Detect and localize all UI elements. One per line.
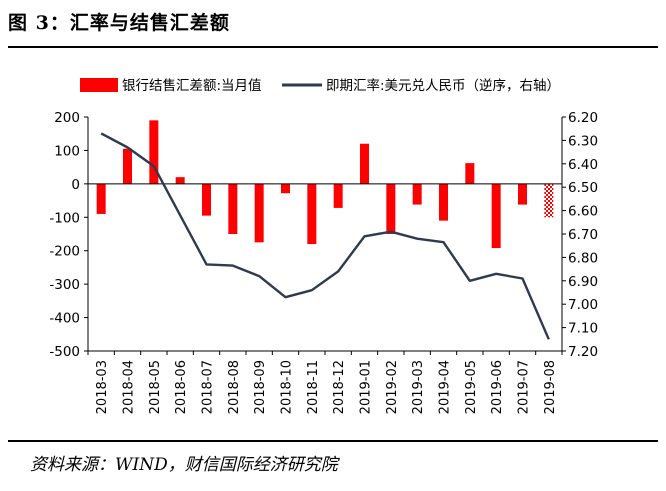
right-tick-label: 6.70 (568, 227, 598, 243)
bar-2019-08 (544, 183, 554, 218)
source-rule (8, 440, 658, 442)
bar-2018-11 (307, 183, 317, 245)
left-tick-label: -100 (49, 210, 80, 226)
left-tick-label: 100 (54, 143, 80, 159)
x-tick-label: 2018-11 (306, 360, 321, 414)
x-tick-label: 2018-09 (253, 360, 268, 414)
right-tick-label: 6.80 (568, 250, 598, 266)
x-tick-label: 2019-03 (411, 360, 426, 414)
legend-line-label: 即期汇率:美元兑人民币（逆序，右轴） (326, 77, 560, 94)
left-tick-label: -300 (49, 277, 80, 293)
bar-2019-05 (465, 163, 475, 184)
x-tick-label: 2019-07 (517, 360, 532, 414)
plot-area: 200 100 0 -100 -200 -300 -400 -500 6.20 6.30 6.40 6… (49, 110, 598, 414)
chart-legend: 银行结售汇差额:当月值 即期汇率:美元兑人民币（逆序，右轴） (80, 77, 560, 94)
x-tick-label: 2019-02 (385, 360, 400, 414)
x-tick-label: 2019-01 (359, 360, 374, 414)
right-tick-label: 7.00 (568, 297, 598, 313)
bar-2018-05 (149, 120, 159, 184)
left-tick-label: 0 (71, 177, 80, 193)
right-tick-label: 6.60 (568, 204, 598, 220)
bar-2018-06 (175, 177, 185, 184)
right-tick-label: 6.30 (568, 133, 598, 149)
left-tick-label: 200 (54, 110, 80, 126)
bar-2018-09 (254, 183, 264, 243)
bar-2018-12 (333, 183, 343, 208)
bar-2019-06 (491, 183, 501, 249)
x-tick-label: 2018-12 (332, 360, 347, 414)
bar-2018-04 (123, 148, 132, 184)
left-tick-label: -200 (49, 244, 80, 260)
right-tick-label: 7.20 (568, 344, 598, 360)
right-tick-label: 6.20 (568, 110, 598, 126)
x-tick-label: 2018-05 (148, 360, 163, 414)
bar-2019-02 (386, 183, 396, 234)
x-tick-label: 2019-04 (438, 360, 453, 414)
legend-bar-label: 银行结售汇差额:当月值 (122, 78, 262, 94)
bar-2019-01 (360, 143, 369, 184)
right-tick-label: 6.50 (568, 180, 598, 196)
left-tick-label: -400 (49, 311, 80, 327)
bar-2019-04 (439, 183, 448, 221)
right-tick-label: 6.90 (568, 274, 598, 290)
right-tick-label: 6.40 (568, 157, 598, 173)
bar-2018-03 (96, 183, 106, 214)
x-tick-label: 2019-05 (464, 360, 479, 414)
left-tick-label: -500 (49, 344, 80, 360)
legend-bar-swatch (80, 78, 118, 92)
x-tick-label: 2018-08 (227, 360, 242, 414)
series-line-exchange-rate (100, 132, 550, 340)
x-tick-label: 2018-03 (95, 360, 110, 414)
x-tick-label: 2018-04 (122, 360, 137, 414)
bar-2018-10 (281, 183, 290, 194)
bar-2018-08 (228, 183, 238, 234)
source-note: 资料来源：WIND，财信国际经济研究院 (30, 455, 338, 475)
x-tick-label: 2018-10 (280, 360, 295, 414)
x-tick-label: 2018-07 (201, 360, 216, 414)
x-tick-label: 2018-06 (174, 360, 189, 414)
right-tick-label: 7.10 (568, 321, 598, 337)
x-tick-label: 2019-06 (490, 360, 505, 414)
bar-2019-03 (412, 183, 422, 205)
x-tick-label: 2019-08 (543, 360, 558, 414)
bar-2018-07 (202, 183, 211, 216)
title-rule (8, 46, 658, 48)
figure-title: 图 3：汇率与结售汇差额 (8, 12, 230, 34)
bar-2019-07 (518, 183, 527, 205)
